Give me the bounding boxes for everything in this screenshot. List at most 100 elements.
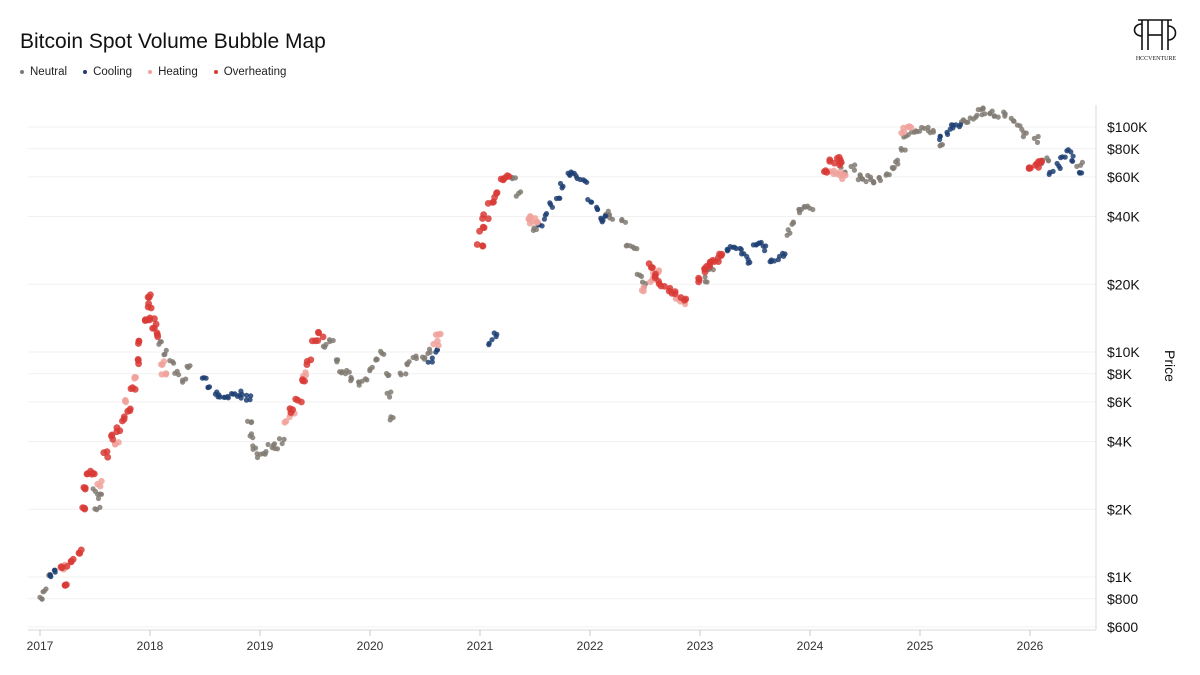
- data-point-cooling: [1070, 153, 1076, 159]
- data-point-neutral: [982, 111, 988, 117]
- data-point-neutral: [41, 588, 47, 594]
- data-point-neutral: [95, 495, 102, 502]
- data-point-neutral: [281, 436, 287, 442]
- data-point-cooling: [429, 355, 435, 361]
- data-point-neutral: [171, 360, 177, 366]
- data-point-overheating: [1027, 164, 1034, 172]
- data-point-cooling: [225, 395, 231, 401]
- data-point-overheating: [307, 356, 315, 364]
- data-point-cooling: [244, 392, 250, 398]
- data-point-cooling: [775, 257, 781, 263]
- data-point-overheating: [1037, 157, 1045, 165]
- x-tick-label: 2024: [797, 639, 824, 653]
- data-point-overheating: [145, 294, 153, 301]
- data-point-neutral: [90, 486, 96, 492]
- data-point-overheating: [135, 360, 143, 368]
- data-point-neutral: [271, 441, 278, 447]
- data-point-neutral: [1031, 135, 1037, 141]
- data-point-neutral: [187, 363, 193, 369]
- legend-dot-heating: [148, 70, 153, 74]
- data-point-heating: [907, 124, 915, 131]
- data-point-neutral: [631, 245, 637, 251]
- data-point-neutral: [623, 243, 629, 249]
- data-point-cooling: [762, 248, 768, 254]
- legend-item-cooling[interactable]: Cooling: [83, 66, 132, 78]
- data-point-overheating: [668, 290, 676, 297]
- data-point-overheating: [109, 435, 117, 443]
- data-point-cooling: [52, 569, 58, 575]
- y-axis-title: Price: [1162, 350, 1178, 382]
- data-point-overheating: [661, 283, 668, 290]
- data-point-cooling: [1068, 149, 1074, 155]
- legend-label-neutral: Neutral: [30, 66, 68, 78]
- data-point-neutral: [810, 206, 816, 213]
- legend-item-overheating[interactable]: Overheating: [213, 66, 286, 78]
- data-point-neutral: [265, 441, 271, 448]
- data-point-neutral: [176, 372, 182, 378]
- data-point-heating: [282, 418, 290, 425]
- data-point-cooling: [724, 248, 731, 254]
- data-point-heating: [434, 337, 441, 345]
- data-point-heating: [437, 330, 444, 338]
- data-point-cooling: [199, 375, 205, 381]
- data-point-neutral: [367, 366, 373, 372]
- data-point-cooling: [937, 133, 943, 139]
- data-point-overheating: [63, 581, 70, 589]
- y-tick-label: $100K: [1107, 119, 1148, 135]
- x-axis-ticks: 2017 2018 2019 2020 2021 2022 2023 2024 2025 2026: [27, 630, 1044, 653]
- data-point-cooling: [953, 122, 959, 128]
- data-point-overheating: [823, 169, 831, 176]
- data-point-cooling: [573, 173, 579, 179]
- data-point-cooling: [745, 257, 751, 263]
- data-point-cooling: [739, 251, 745, 257]
- data-point-overheating: [716, 250, 723, 258]
- legend-label-heating: Heating: [158, 66, 198, 78]
- logo-wordmark: HCCVENTURE: [1136, 56, 1177, 62]
- data-point-overheating: [479, 242, 486, 250]
- data-point-neutral: [167, 358, 173, 364]
- data-point-cooling: [559, 185, 565, 191]
- data-point-overheating: [129, 384, 137, 392]
- y-tick-label: $4K: [1107, 434, 1133, 450]
- data-point-neutral: [871, 180, 877, 186]
- data-point-overheating: [63, 563, 71, 570]
- data-point-cooling: [589, 199, 595, 205]
- data-point-heating: [94, 480, 101, 488]
- data-point-neutral: [974, 112, 980, 118]
- data-point-overheating: [135, 337, 143, 345]
- data-point-neutral: [254, 454, 261, 461]
- data-point-heating: [647, 278, 654, 286]
- legend-item-neutral[interactable]: Neutral: [20, 66, 67, 78]
- data-point-cooling: [247, 397, 253, 403]
- data-point-neutral: [927, 130, 933, 136]
- data-point-overheating: [484, 200, 492, 207]
- y-tick-label: $40K: [1107, 209, 1140, 225]
- data-point-cooling: [434, 347, 440, 353]
- data-points: [37, 105, 1085, 602]
- data-point-neutral: [250, 446, 256, 452]
- data-point-cooling: [557, 180, 564, 187]
- data-point-overheating: [647, 264, 655, 271]
- data-point-neutral: [260, 451, 266, 457]
- data-point-neutral: [898, 145, 904, 152]
- data-point-overheating: [484, 215, 492, 223]
- data-point-neutral: [785, 227, 791, 233]
- data-point-neutral: [619, 216, 625, 223]
- x-tick-label: 2017: [27, 639, 54, 653]
- x-tick-label: 2023: [687, 639, 714, 653]
- y-tick-label: $20K: [1107, 276, 1140, 292]
- data-point-overheating: [480, 211, 487, 219]
- data-point-cooling: [727, 244, 733, 250]
- data-point-cooling: [763, 243, 769, 249]
- legend-item-heating[interactable]: Heating: [148, 66, 198, 78]
- data-point-neutral: [427, 349, 433, 355]
- data-point-neutral: [373, 356, 379, 362]
- data-point-neutral: [388, 389, 394, 395]
- x-tick-label: 2026: [1017, 639, 1044, 653]
- data-point-cooling: [541, 216, 548, 222]
- data-point-cooling: [547, 200, 553, 206]
- y-tick-label: $8K: [1107, 366, 1133, 382]
- data-point-overheating: [491, 193, 498, 201]
- data-point-overheating: [652, 270, 659, 278]
- data-point-neutral: [516, 190, 522, 196]
